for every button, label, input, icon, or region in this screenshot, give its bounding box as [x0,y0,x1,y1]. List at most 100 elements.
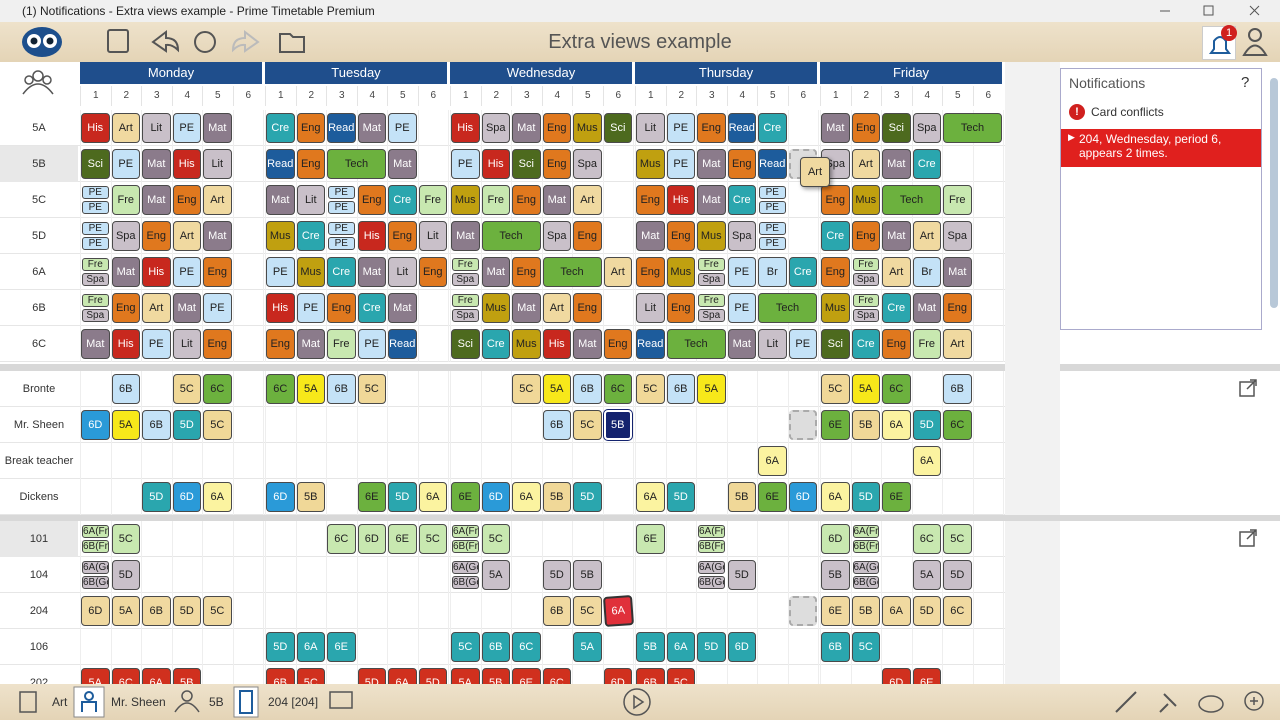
lesson-card[interactable]: 5C [851,632,880,662]
lesson-card[interactable]: 6E [512,668,541,684]
lesson-card[interactable]: 6E [821,596,850,626]
lesson-card[interactable]: Fre [111,185,140,215]
card-part[interactable]: PE [328,222,355,235]
lesson-card[interactable]: Lit [203,149,232,179]
lesson-card[interactable]: 5D [542,560,571,590]
lesson-card[interactable]: Mat [142,185,171,215]
lesson-card[interactable]: 6A [758,446,787,476]
lesson-card[interactable]: 6E [912,668,941,684]
lesson-card[interactable]: 5C [573,596,602,626]
lesson-card[interactable]: Eng [636,185,665,215]
lesson-card[interactable]: 5C [296,668,325,684]
popout-teachers[interactable] [1238,378,1258,398]
lesson-card[interactable]: Mus [821,293,850,323]
lesson-card[interactable]: Eng [542,113,571,143]
lesson-card[interactable]: His [451,113,480,143]
lesson-card[interactable]: 6D [788,482,817,512]
split-card[interactable]: 6A(Fr 6B(Fr [451,524,480,554]
user-icon[interactable] [1240,22,1270,62]
lesson-card[interactable]: 5D [666,482,695,512]
lesson-card[interactable]: PE [266,257,295,287]
split-card[interactable]: Fre Spa [451,257,480,287]
card-part[interactable]: Fre [82,294,109,307]
lesson-card[interactable]: Eng [142,221,171,251]
lesson-card[interactable]: 5B [821,560,850,590]
lesson-card[interactable]: Mat [357,257,386,287]
lesson-card[interactable]: Eng [851,113,880,143]
lesson-card[interactable]: 5C [573,410,602,440]
lesson-card[interactable]: 6C [327,524,356,554]
lesson-card[interactable]: Fre [418,185,447,215]
lesson-card[interactable]: Art [172,221,201,251]
lesson-card[interactable]: Read [327,113,356,143]
split-card[interactable]: Fre Spa [697,257,726,287]
split-card[interactable]: 6A(Fr 6B(Fr [852,524,881,554]
split-card[interactable]: PE PE [81,185,110,215]
popout-rooms[interactable] [1238,528,1258,548]
lesson-card[interactable]: PE [142,329,171,359]
lesson-card[interactable]: Mat [266,185,295,215]
lesson-card[interactable]: 6A [142,668,171,684]
lesson-card[interactable]: 6B [666,374,695,404]
lesson-card[interactable]: Cre [357,293,386,323]
lesson-card[interactable]: Fre [327,329,356,359]
split-card[interactable]: Fre Spa [81,293,110,323]
card-part[interactable]: 6B(Fr [698,540,725,553]
lesson-card[interactable]: Mus [851,185,880,215]
lesson-card[interactable]: Mat [111,257,140,287]
lesson-card[interactable]: Cre [788,257,817,287]
lesson-card[interactable]: Mat [81,329,110,359]
lesson-card[interactable]: PE [111,149,140,179]
lesson-card[interactable]: Br [758,257,787,287]
window-controls[interactable] [1150,0,1270,22]
lesson-card[interactable]: 6C [266,374,295,404]
lesson-card[interactable]: 5C [636,374,665,404]
lesson-card[interactable]: Tech [481,221,541,251]
card-part[interactable]: Spa [852,273,879,286]
card-part[interactable]: 6B(Ge [82,576,109,589]
lesson-card[interactable]: Mat [388,293,417,323]
lesson-card[interactable]: Eng [512,257,541,287]
lesson-card[interactable]: Art [943,329,972,359]
lesson-card[interactable]: 5B [573,560,602,590]
lesson-card[interactable]: Mat [912,293,941,323]
lesson-card[interactable]: 6A [602,595,634,627]
card-part[interactable]: Fre [852,258,879,271]
lesson-card[interactable]: Eng [296,113,325,143]
lesson-card[interactable]: Sci [821,329,850,359]
lesson-card[interactable]: 6D [481,482,510,512]
lesson-card[interactable]: Cre [727,185,756,215]
lesson-card[interactable]: 5A [912,560,941,590]
card-part[interactable]: PE [82,186,109,199]
lesson-card[interactable]: Mat [142,149,171,179]
lesson-card[interactable]: Cre [882,293,911,323]
lesson-card[interactable]: 5D [697,632,726,662]
lesson-card[interactable]: Read [266,149,295,179]
lesson-card[interactable]: 5D [418,668,447,684]
lesson-card[interactable]: Fre [481,185,510,215]
lesson-card[interactable]: Eng [821,257,850,287]
lesson-card[interactable]: Mus [512,329,541,359]
lesson-card[interactable]: Eng [388,221,417,251]
lesson-card[interactable]: Eng [851,221,880,251]
lesson-card[interactable]: 5C [821,374,850,404]
lesson-card[interactable]: Art [573,185,602,215]
lesson-card[interactable]: Eng [573,221,602,251]
lesson-card[interactable]: Eng [327,293,356,323]
card-part[interactable]: Spa [452,309,479,322]
lesson-card[interactable]: Mat [451,221,480,251]
lesson-card[interactable]: 6C [603,374,632,404]
lesson-card[interactable]: Mat [296,329,325,359]
lesson-card[interactable]: Lit [758,329,787,359]
lesson-card[interactable]: PE [357,329,386,359]
lesson-card[interactable]: 6A [882,596,911,626]
lesson-card[interactable]: Cre [851,329,880,359]
card-part[interactable]: 6A(Fr [452,525,479,538]
lesson-card[interactable]: 5A [481,560,510,590]
card-part[interactable]: Fre [452,258,479,271]
lesson-card[interactable]: Mus [636,149,665,179]
split-card[interactable]: PE PE [81,221,110,251]
toolbar-icons[interactable] [18,22,338,62]
lesson-card[interactable]: PE [451,149,480,179]
card-part[interactable]: Spa [452,273,479,286]
